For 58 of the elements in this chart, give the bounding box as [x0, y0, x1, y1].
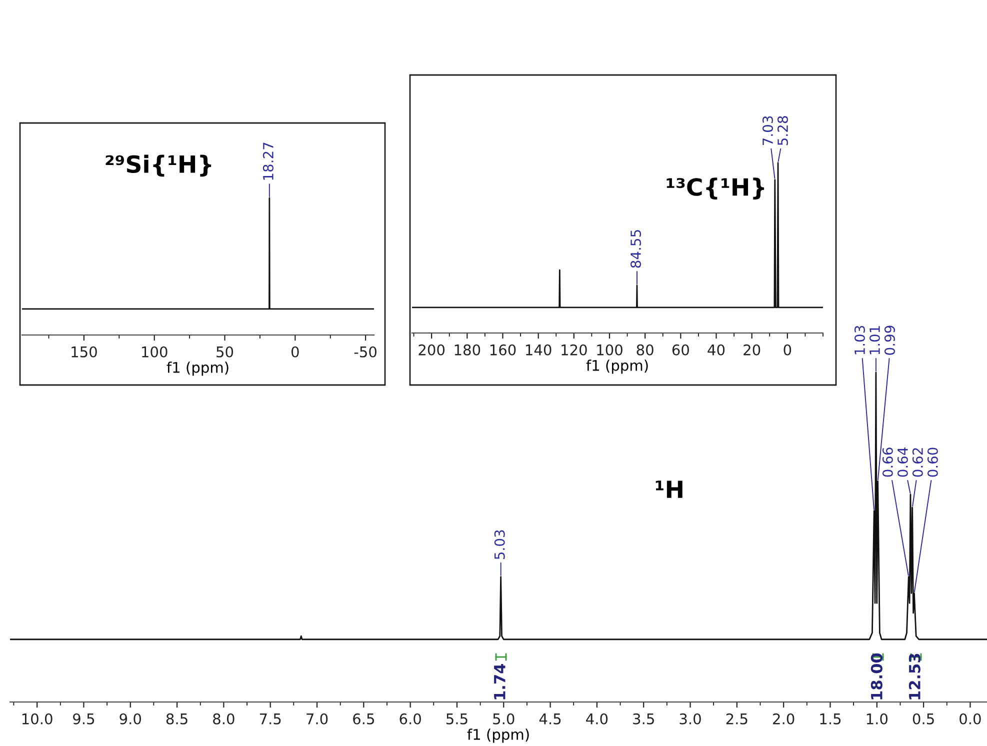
- annotation: 1.74: [494, 664, 506, 700]
- x-tick-label: 5.0: [493, 713, 514, 724]
- annotation: 1.01: [869, 326, 880, 354]
- annotation: 0.66: [882, 448, 893, 477]
- x-tick-label: 2.0: [773, 713, 794, 724]
- annotation: 18.27: [262, 142, 274, 180]
- x-tick-label: 20: [744, 344, 760, 356]
- annotation: 0.64: [897, 448, 908, 477]
- x-axis-title: f1 (ppm): [166, 362, 228, 376]
- text: ¹H: [656, 480, 682, 498]
- annotation: 7.03: [762, 116, 773, 145]
- x-tick-label: 120: [562, 344, 587, 356]
- x-tick-label: 10.0: [22, 713, 52, 724]
- x-axis-title: f1 (ppm): [467, 728, 529, 743]
- x-tick-label: 0.0: [960, 713, 981, 724]
- annotation: 18.00: [870, 653, 882, 700]
- x-tick-label: 100: [142, 346, 168, 358]
- x-tick-label: 60: [672, 344, 689, 356]
- annotation: 12.53: [908, 654, 920, 700]
- annotation: 5.28: [777, 116, 788, 146]
- x-tick-label: 200: [418, 344, 445, 356]
- x-tick-label: 160: [490, 344, 516, 356]
- x-tick-label: 7.5: [260, 714, 281, 724]
- annotation: 5.03: [494, 530, 505, 560]
- x-tick-label: 40: [708, 344, 725, 356]
- x-tick-label: 5.5: [446, 714, 468, 724]
- x-tick-label: 9.5: [73, 713, 94, 724]
- x-tick-label: 140: [526, 344, 552, 356]
- x-tick-label: 4.5: [539, 714, 561, 724]
- x-tick-label: 9.0: [120, 713, 142, 724]
- x-tick-label: 0: [784, 344, 792, 356]
- annotation: 1.03: [854, 326, 865, 354]
- x-tick-label: 4.0: [586, 713, 608, 724]
- x-tick-label: 8.5: [166, 713, 188, 724]
- x-tick-label: 3.0: [680, 713, 701, 724]
- x-tick-label: 6.0: [400, 713, 421, 724]
- x-tick-label: 100: [597, 344, 622, 356]
- x-tick-label: 50: [216, 346, 234, 358]
- annotation: 84.55: [630, 230, 642, 268]
- annotation: 0.99: [884, 326, 895, 355]
- x-tick-label: -50: [354, 346, 376, 358]
- annotation: 0.62: [912, 448, 923, 477]
- annotation: 0.60: [927, 448, 938, 477]
- text: ¹³C{¹H}: [666, 178, 764, 200]
- x-tick-label: 80: [636, 344, 654, 356]
- x-tick-label: 180: [454, 344, 480, 356]
- x-tick-label: 7.0: [306, 713, 328, 724]
- x-tick-label: 8.0: [213, 713, 234, 724]
- x-axis-title: f1 (ppm): [586, 360, 648, 374]
- x-tick-label: 3.5: [633, 713, 654, 724]
- x-tick-label: 1.0: [866, 713, 888, 724]
- x-tick-label: 0: [291, 346, 299, 358]
- x-tick-label: 0.5: [912, 713, 934, 724]
- x-tick-label: 6.5: [353, 713, 374, 724]
- x-tick-label: 2.5: [726, 713, 748, 724]
- x-tick-label: 150: [72, 346, 97, 358]
- x-tick-label: 1.5: [820, 714, 841, 724]
- chart-title: ²⁹Si{¹H}: [106, 154, 212, 177]
